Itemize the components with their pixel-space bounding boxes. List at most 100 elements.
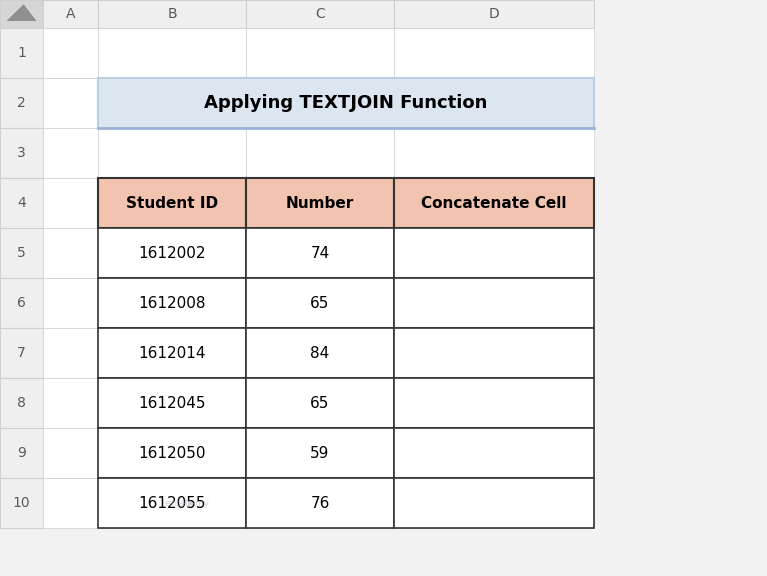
Bar	[98, 78, 246, 128]
Bar	[98, 328, 246, 378]
Text: D: D	[489, 7, 499, 21]
Polygon shape	[6, 4, 37, 21]
Text: 5: 5	[17, 246, 26, 260]
Bar	[0, 328, 43, 378]
Text: Concatenate Cell: Concatenate Cell	[421, 195, 567, 210]
Bar	[43, 28, 98, 78]
Text: 3: 3	[17, 146, 26, 160]
Bar	[98, 278, 246, 328]
Text: 4: 4	[17, 196, 26, 210]
Bar	[98, 228, 246, 278]
Text: 7: 7	[17, 346, 26, 360]
Bar	[0, 178, 43, 228]
Bar	[246, 128, 394, 178]
Text: Applying TEXTJOIN Function: Applying TEXTJOIN Function	[204, 94, 488, 112]
Bar	[246, 228, 394, 278]
Text: 2: 2	[17, 96, 26, 110]
Bar	[394, 78, 594, 128]
Bar	[43, 378, 98, 428]
Bar	[98, 428, 246, 478]
Bar	[394, 28, 594, 78]
Bar	[246, 278, 394, 328]
Bar	[98, 178, 246, 228]
Text: 6: 6	[17, 296, 26, 310]
Bar	[246, 428, 394, 478]
Text: B: B	[167, 7, 177, 21]
Text: C: C	[315, 7, 325, 21]
Bar	[43, 478, 98, 528]
Bar	[246, 478, 394, 528]
Bar	[394, 228, 594, 278]
Bar	[98, 0, 246, 28]
Bar	[394, 178, 594, 228]
Bar	[0, 28, 43, 78]
Text: 76: 76	[311, 495, 330, 510]
Bar	[394, 128, 594, 178]
Bar	[246, 78, 394, 128]
Bar	[0, 378, 43, 428]
Text: Number: Number	[286, 195, 354, 210]
Bar	[246, 328, 394, 378]
Bar	[43, 278, 98, 328]
Bar	[98, 378, 246, 428]
Bar	[394, 0, 594, 28]
Bar	[394, 378, 594, 428]
Bar	[246, 178, 394, 228]
Bar	[98, 28, 246, 78]
Text: 84: 84	[311, 346, 330, 361]
Bar	[246, 28, 394, 78]
Bar	[394, 228, 594, 278]
Bar	[98, 178, 246, 228]
Text: 1612055: 1612055	[138, 495, 206, 510]
Bar	[246, 328, 394, 378]
Text: 1612045: 1612045	[138, 396, 206, 411]
Bar	[246, 428, 394, 478]
Bar	[394, 428, 594, 478]
Bar	[98, 478, 246, 528]
Text: 1612002: 1612002	[138, 245, 206, 260]
Text: 1: 1	[17, 46, 26, 60]
Bar	[0, 228, 43, 278]
Bar	[394, 278, 594, 328]
Bar	[394, 478, 594, 528]
Text: 1612008: 1612008	[138, 295, 206, 310]
Bar	[246, 278, 394, 328]
Bar	[394, 428, 594, 478]
Text: 59: 59	[311, 445, 330, 460]
Bar	[246, 228, 394, 278]
Bar	[0, 78, 43, 128]
Text: 74: 74	[311, 245, 330, 260]
Bar	[394, 478, 594, 528]
Bar	[98, 228, 246, 278]
Bar	[98, 378, 246, 428]
Bar	[246, 0, 394, 28]
Bar	[98, 78, 594, 128]
Text: Student ID: Student ID	[126, 195, 218, 210]
Text: A: A	[66, 7, 75, 21]
Text: 1612050: 1612050	[138, 445, 206, 460]
Bar	[394, 328, 594, 378]
Bar	[98, 328, 246, 378]
Bar	[246, 178, 394, 228]
Text: 65: 65	[311, 295, 330, 310]
Bar	[394, 328, 594, 378]
Bar	[0, 0, 43, 28]
Bar	[98, 428, 246, 478]
Bar	[98, 128, 246, 178]
Text: excel▶my: excel▶my	[164, 498, 209, 507]
Bar	[246, 478, 394, 528]
Bar	[43, 78, 98, 128]
Bar	[394, 278, 594, 328]
Bar	[98, 478, 246, 528]
Text: 1612014: 1612014	[138, 346, 206, 361]
Bar	[0, 278, 43, 328]
Bar	[0, 428, 43, 478]
Bar	[43, 0, 98, 28]
Bar	[0, 128, 43, 178]
Bar	[394, 178, 594, 228]
Bar	[98, 278, 246, 328]
Bar	[43, 128, 98, 178]
Bar	[43, 328, 98, 378]
Bar	[246, 378, 394, 428]
Bar	[43, 178, 98, 228]
